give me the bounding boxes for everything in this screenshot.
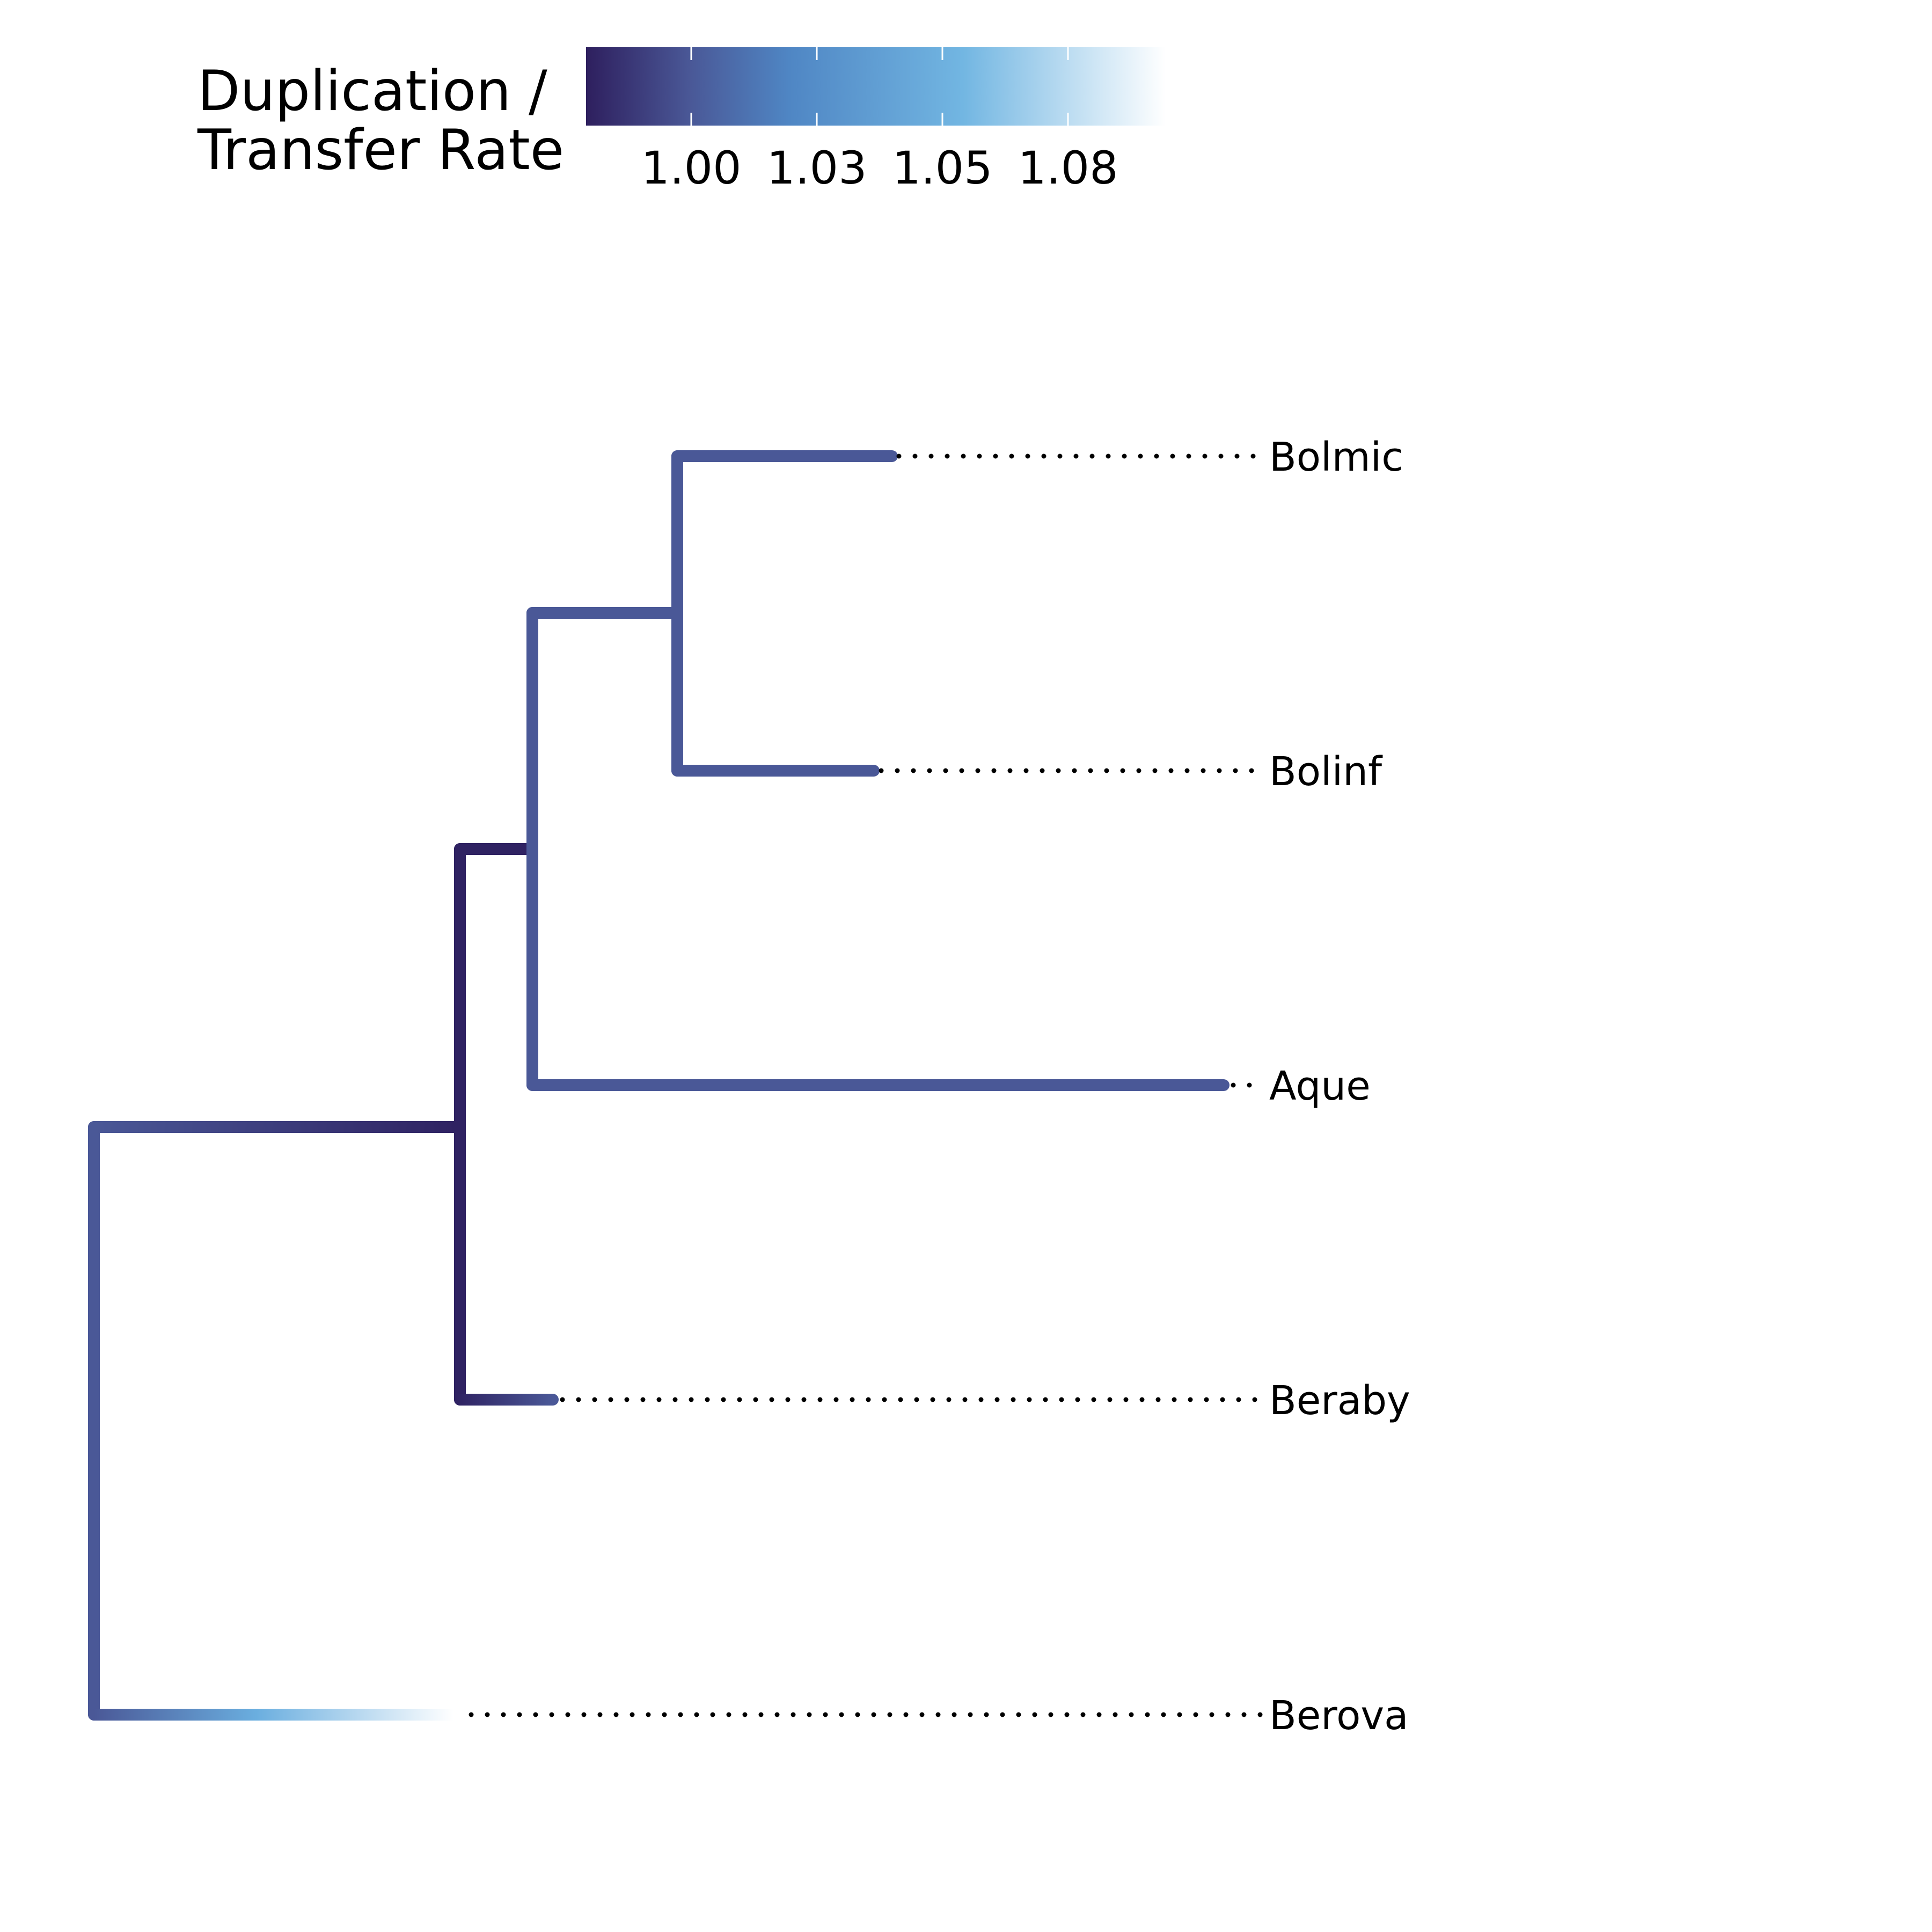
tip-label-bolmic: Bolmic (1269, 434, 1403, 480)
color-legend: Duplication / Transfer Rate 1.00 1.03 1.… (197, 47, 1166, 194)
legend-tick-label: 1.00 (641, 142, 741, 194)
tip-label-bolinf: Bolinf (1269, 749, 1383, 795)
legend-title-line2: Transfer Rate (197, 118, 564, 182)
tip-label-aque: Aque (1269, 1063, 1371, 1109)
tree-branches (88, 450, 1230, 1721)
tip-label-beraby: Beraby (1269, 1378, 1410, 1424)
legend-tick-label: 1.05 (892, 142, 992, 194)
tip-guide-lines (469, 453, 1268, 1717)
legend-tick-label: 1.03 (766, 142, 867, 194)
tip-labels: Bolmic Bolinf Aque Beraby Berova (1269, 434, 1410, 1739)
legend-ticks (690, 47, 1069, 126)
legend-tick-label: 1.08 (1018, 142, 1118, 194)
legend-colorbar (586, 47, 1166, 126)
tip-label-berova: Berova (1269, 1693, 1409, 1739)
legend-title-line1: Duplication / (197, 59, 547, 123)
